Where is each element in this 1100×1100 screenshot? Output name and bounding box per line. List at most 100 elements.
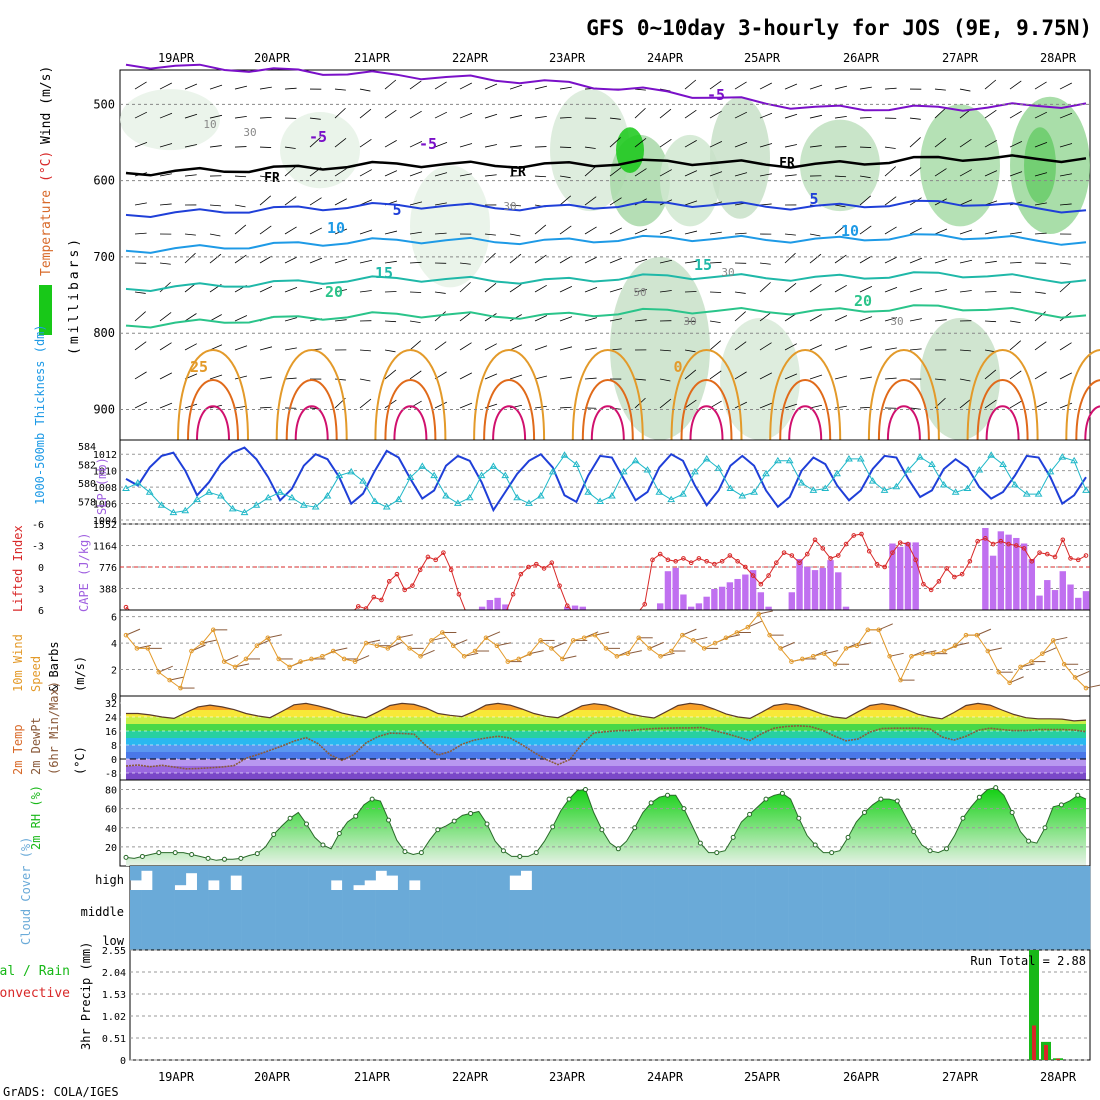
- cloud-bar: [822, 866, 834, 890]
- rh-marker: [189, 852, 195, 858]
- wind-barb: [584, 286, 598, 293]
- li-marker: [882, 564, 888, 570]
- wind-barb: [709, 171, 723, 177]
- wind-barb: [684, 230, 698, 235]
- wind-barb: [1059, 262, 1071, 265]
- wind-marker: [1029, 659, 1034, 664]
- rh-marker: [1026, 838, 1032, 844]
- wind-barb: [1059, 82, 1073, 90]
- contour-labels: 10 30 30 50 30 30 30 -5 -5 -5 FR FR FR 5 5 10 10 15 15 20 20…: [190, 86, 904, 376]
- wind-barb: [409, 231, 422, 235]
- thickness-marker: [939, 480, 948, 488]
- wind-marker: [134, 646, 140, 651]
- cape-bar: [835, 572, 842, 610]
- cloud-bar: [342, 890, 354, 934]
- isotherm-25-arch: [473, 349, 546, 441]
- cape-bar: [757, 592, 765, 610]
- cloud-bar: [453, 890, 466, 934]
- bottom-date-label: 23APR: [549, 1070, 586, 1084]
- wind-barb: [1009, 370, 1022, 380]
- cloud-bar: [855, 890, 868, 934]
- wind-barb: [684, 200, 698, 206]
- wind-marker: [625, 651, 631, 656]
- isotherm-25-arch: [374, 349, 447, 441]
- cape-bar: [904, 542, 912, 610]
- thickness-marker: [797, 479, 806, 486]
- cloud-bar: [956, 866, 968, 890]
- cape-bar: [982, 527, 989, 610]
- rh-marker: [976, 794, 982, 800]
- cloud-bar: [699, 866, 711, 890]
- wind-barb: [309, 197, 322, 206]
- cape-bar: [656, 603, 664, 610]
- cloud-bar: [900, 934, 912, 950]
- wind-marker: [854, 643, 860, 649]
- cape-bar: [718, 586, 726, 610]
- cloud-layer-label: high: [95, 873, 124, 887]
- li-marker: [998, 538, 1004, 544]
- thickness-marker: [845, 454, 853, 462]
- wind-barb: [659, 290, 672, 293]
- cape-bar: [742, 574, 749, 610]
- rh-marker: [566, 796, 572, 802]
- wind-tick: 4: [111, 639, 117, 650]
- wind-barb: [559, 346, 573, 351]
- rh-marker: [632, 825, 638, 831]
- isotherm-35-arch: [788, 405, 823, 441]
- wind-marker: [1072, 675, 1078, 680]
- wind-barb: [784, 343, 797, 351]
- contour-label: 25: [190, 358, 208, 376]
- thickness-marker: [122, 484, 130, 492]
- cloud-bar: [353, 890, 365, 934]
- thickness-marker: [560, 451, 569, 458]
- rh-marker: [320, 842, 326, 848]
- rh-marker: [451, 818, 457, 824]
- thickness-marker: [548, 467, 557, 475]
- wind-barb: [834, 284, 847, 293]
- rh-marker: [1075, 792, 1081, 798]
- wind-marker: [221, 659, 227, 664]
- cloud-bar: [409, 866, 421, 881]
- wind-barb: [834, 175, 847, 178]
- wind-barb: [759, 262, 771, 265]
- wind-barb: [1034, 401, 1048, 409]
- contour-label: 15: [375, 264, 393, 282]
- wind-barb: [659, 229, 673, 235]
- wind-barb: [559, 86, 572, 90]
- wind-barb: [259, 195, 272, 206]
- wind-marker: [985, 648, 991, 654]
- rh-marker: [468, 810, 474, 816]
- isotherm-25-arch: [670, 349, 743, 441]
- wind-barb: [709, 340, 722, 351]
- thickness-marker: [477, 471, 486, 479]
- cloud-bar: [688, 934, 700, 950]
- li-marker: [874, 561, 880, 567]
- cape-bar: [734, 578, 741, 610]
- rh-shade: [710, 96, 770, 219]
- cloud-bar: [710, 934, 722, 950]
- wind-axis-label: (m/s): [73, 656, 87, 692]
- wind-barb: [584, 226, 597, 235]
- li-marker: [820, 546, 826, 551]
- wind-barb: [634, 258, 648, 264]
- wind-barb: [434, 401, 448, 409]
- cloud-bar: [587, 890, 600, 934]
- cloud-bar: [174, 890, 187, 934]
- cloud-bar: [699, 934, 711, 950]
- rh-marker: [304, 821, 310, 827]
- rh-marker: [123, 854, 129, 860]
- cloud-bar: [766, 934, 778, 950]
- cloud-bar: [989, 866, 1001, 890]
- cloud-bar: [208, 890, 220, 934]
- thickness-marker: [821, 484, 830, 492]
- wind-barb: [334, 168, 347, 177]
- rh-marker: [418, 850, 424, 856]
- wind-barb: [134, 142, 148, 148]
- isotherm-5C: [125, 199, 1087, 219]
- wind-barb: [1034, 232, 1047, 235]
- cape-bar: [842, 606, 850, 610]
- wind-marker: [930, 651, 936, 656]
- wind-marker: [887, 654, 892, 659]
- temp-band: [126, 745, 1086, 752]
- pressure-tick: 900: [93, 402, 115, 416]
